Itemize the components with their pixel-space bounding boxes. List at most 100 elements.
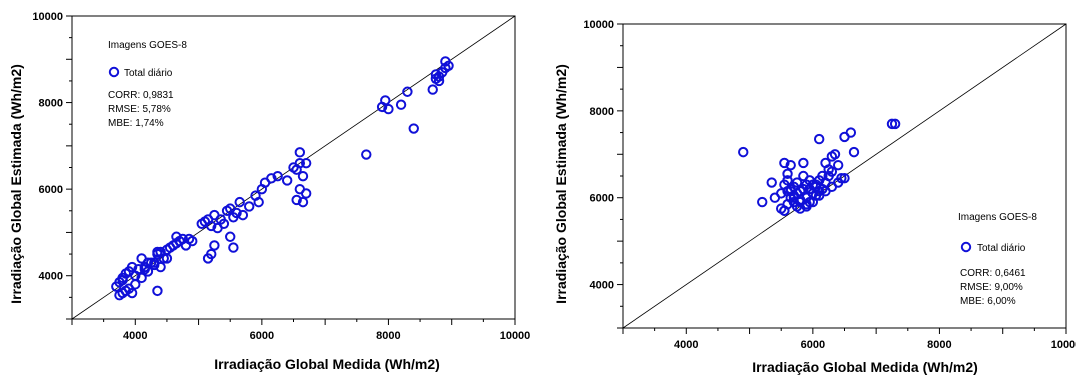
x-tick-label: 6000 bbox=[250, 330, 274, 342]
data-point bbox=[848, 146, 860, 158]
data-point bbox=[297, 170, 309, 182]
y-axis-title-left: Irradiação Global Estimada (Wh/m2) bbox=[8, 64, 24, 304]
data-point bbox=[209, 240, 220, 251]
chart-right: 4000 6000 8000 10000 4000 6000 8000 10000 Image… bbox=[553, 19, 1076, 375]
right-points bbox=[738, 118, 901, 216]
data-point bbox=[152, 285, 163, 297]
data-point bbox=[779, 179, 790, 190]
data-point bbox=[171, 231, 182, 242]
data-point bbox=[829, 149, 841, 160]
legend-title-right: Imagens GOES-8 bbox=[958, 212, 1037, 223]
data-point bbox=[139, 264, 150, 275]
data-point bbox=[832, 159, 844, 171]
y-tick-label: 4000 bbox=[39, 271, 63, 283]
legend-label-right: Total diário bbox=[977, 243, 1026, 254]
data-point bbox=[266, 173, 277, 184]
data-point bbox=[218, 218, 230, 229]
data-point bbox=[294, 157, 306, 169]
data-point bbox=[244, 201, 255, 212]
data-point bbox=[272, 170, 283, 182]
data-point bbox=[136, 272, 147, 284]
data-point bbox=[801, 199, 812, 210]
data-point bbox=[228, 242, 239, 253]
data-point bbox=[395, 99, 407, 110]
data-point bbox=[297, 196, 309, 208]
legend-title-left: Imagens GOES-8 bbox=[108, 40, 187, 51]
y-tick-label: 6000 bbox=[590, 193, 614, 205]
x-tick-label: 6000 bbox=[801, 339, 825, 351]
x-tick-label: 10000 bbox=[500, 330, 531, 342]
data-point bbox=[839, 172, 850, 184]
data-point bbox=[206, 248, 217, 260]
data-point bbox=[152, 246, 163, 258]
stat-rmse-right: RMSE: 9,00% bbox=[960, 282, 1023, 293]
data-point bbox=[427, 84, 438, 95]
data-point bbox=[826, 166, 838, 177]
data-point bbox=[383, 103, 394, 115]
data-point bbox=[813, 133, 825, 145]
data-point bbox=[294, 147, 306, 158]
left-ticks: 4000 6000 8000 10000 4000 6000 8000 10000 bbox=[32, 11, 530, 342]
data-point bbox=[408, 123, 419, 134]
data-point bbox=[187, 235, 198, 247]
x-axis-title-right: Irradiação Global Medida (Wh/m2) bbox=[752, 359, 978, 375]
data-point bbox=[361, 149, 372, 160]
left-points bbox=[111, 56, 454, 301]
legend-marker-left bbox=[108, 66, 120, 78]
data-point bbox=[782, 168, 793, 180]
x-tick-label: 4000 bbox=[674, 339, 698, 351]
data-point bbox=[294, 183, 306, 195]
stat-corr-right: CORR: 0,6461 bbox=[960, 268, 1026, 279]
data-point bbox=[253, 196, 264, 208]
data-point bbox=[380, 95, 391, 106]
data-point bbox=[757, 196, 768, 208]
data-point bbox=[889, 118, 901, 130]
data-point bbox=[126, 287, 138, 299]
x-axis-title-left: Irradiação Global Medida (Wh/m2) bbox=[214, 356, 440, 372]
data-point bbox=[155, 261, 166, 273]
data-point bbox=[440, 56, 451, 67]
stat-mbe-left: MBE: 1,74% bbox=[108, 118, 164, 129]
data-point bbox=[237, 209, 249, 221]
chart-left: 4000 6000 8000 10000 4000 6000 8000 10000 Image… bbox=[8, 11, 530, 372]
data-point bbox=[886, 118, 898, 130]
y-tick-label: 8000 bbox=[39, 98, 63, 110]
data-point bbox=[161, 253, 173, 264]
data-point bbox=[206, 220, 217, 232]
data-point bbox=[225, 231, 236, 242]
data-point bbox=[402, 86, 413, 97]
y-tick-label: 8000 bbox=[590, 106, 614, 118]
data-point bbox=[845, 127, 857, 138]
data-point bbox=[133, 264, 144, 275]
y-tick-label: 10000 bbox=[32, 11, 63, 23]
data-point bbox=[807, 196, 819, 208]
data-point bbox=[126, 261, 138, 273]
y-tick-label: 10000 bbox=[583, 19, 614, 31]
stat-mbe-right: MBE: 6,00% bbox=[960, 296, 1016, 307]
legend-label-left: Total diário bbox=[124, 68, 173, 79]
x-tick-label: 4000 bbox=[123, 330, 147, 342]
data-point bbox=[788, 196, 800, 208]
data-point bbox=[766, 177, 777, 188]
y-tick-label: 4000 bbox=[590, 280, 614, 292]
data-point bbox=[785, 159, 796, 171]
x-tick-label: 10000 bbox=[1051, 339, 1076, 351]
x-tick-label: 8000 bbox=[376, 330, 400, 342]
y-tick-label: 6000 bbox=[39, 184, 63, 196]
stat-corr-left: CORR: 0,9831 bbox=[108, 90, 174, 101]
right-ticks: 4000 6000 8000 10000 4000 6000 8000 10000 bbox=[583, 19, 1076, 351]
data-point bbox=[158, 253, 169, 264]
data-point bbox=[231, 207, 242, 219]
data-point bbox=[291, 194, 302, 206]
stat-rmse-left: RMSE: 5,78% bbox=[108, 104, 171, 115]
data-point bbox=[798, 183, 809, 195]
legend-marker-right bbox=[960, 241, 972, 253]
data-point bbox=[300, 157, 312, 169]
data-point bbox=[776, 188, 787, 199]
data-point bbox=[779, 157, 790, 169]
data-point bbox=[430, 69, 442, 80]
data-point bbox=[281, 175, 293, 186]
data-point bbox=[130, 279, 141, 290]
x-tick-label: 8000 bbox=[927, 339, 951, 351]
